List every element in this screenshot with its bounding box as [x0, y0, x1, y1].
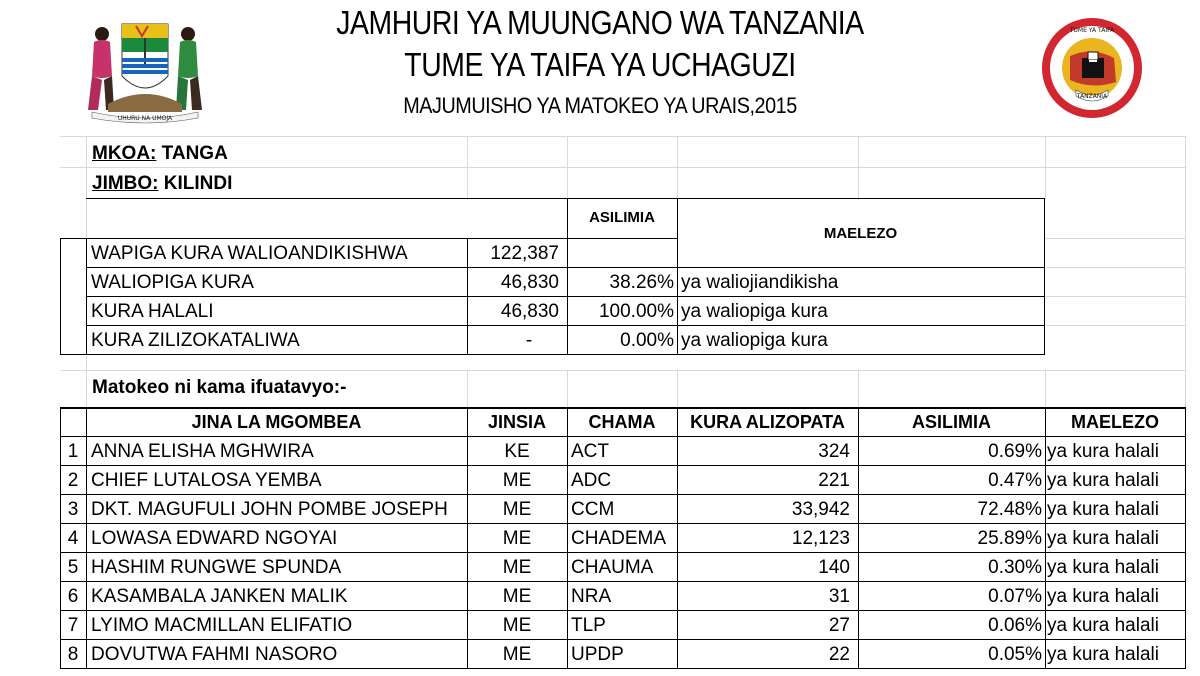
header-party: CHAMA: [588, 412, 656, 432]
candidate-name: LOWASA EDWARD NGOYAI: [91, 528, 338, 549]
summary-remarks: ya waliopiga kura: [681, 330, 828, 351]
summary-percent: 38.26%: [609, 272, 674, 293]
candidate-remarks: ya kura halali: [1047, 528, 1159, 549]
summary-label: KURA HALALI: [91, 301, 214, 322]
candidate-votes: 221: [818, 470, 850, 491]
candidate-remarks: ya kura halali: [1047, 470, 1159, 491]
summary-percent: 100.00%: [598, 301, 674, 322]
header-candidate-name: JINA LA MGOMBEA: [191, 412, 362, 432]
candidate-party: TLP: [571, 615, 606, 636]
candidate-party: ADC: [571, 470, 612, 491]
candidate-party: ACT: [571, 441, 609, 462]
candidate-party: CHADEMA: [571, 528, 667, 549]
row-number: 2: [67, 470, 79, 491]
candidate-remarks: ya kura halali: [1047, 499, 1159, 520]
svg-text:UHURU NA UMOJA: UHURU NA UMOJA: [118, 115, 173, 122]
header-gender: JINSIA: [487, 412, 547, 432]
candidate-percent: 0.30%: [988, 557, 1042, 578]
candidate-remarks: ya kura halali: [1047, 441, 1159, 462]
row-number: 8: [67, 644, 79, 665]
summary-remarks: ya waliopiga kura: [681, 301, 828, 322]
nec-seal-icon: TANZANIA TUME YA TAIFA: [1042, 18, 1142, 118]
candidate-gender: ME: [502, 644, 532, 665]
coat-of-arms-icon: UHURU NA UMOJA: [88, 23, 202, 124]
row-number: 3: [67, 499, 79, 520]
summary-label: KURA ZILIZOKATALIWA: [91, 330, 300, 351]
candidate-party: NRA: [571, 586, 612, 607]
region-value: TANGA: [161, 143, 228, 164]
candidate-party: UPDP: [571, 644, 624, 665]
summary-value: 46,830: [500, 272, 559, 293]
candidate-remarks: ya kura halali: [1047, 615, 1159, 636]
region-label: MKOA:: [92, 143, 157, 164]
candidate-gender: ME: [502, 528, 532, 549]
candidate-name: LYIMO MACMILLAN ELIFATIO: [91, 615, 353, 636]
candidate-name: CHIEF LUTALOSA YEMBA: [91, 470, 322, 491]
summary-percent: 0.00%: [620, 330, 674, 351]
candidate-name: DOVUTWA FAHMI NASORO: [91, 644, 338, 665]
candidate-remarks: ya kura halali: [1047, 644, 1159, 665]
header-subtitle: TUME YA TAIFA YA UCHAGUZI: [404, 46, 796, 83]
summary-remarks: ya waliojiandikisha: [681, 272, 839, 293]
candidate-party: CHAUMA: [571, 557, 654, 578]
candidate-gender: KE: [504, 441, 530, 462]
svg-text:TANZANIA: TANZANIA: [1076, 93, 1108, 100]
constituency-row: JIMBO: KILINDI: [92, 169, 232, 198]
candidate-votes: 27: [828, 615, 850, 636]
candidate-party: CCM: [571, 499, 615, 520]
candidate-percent: 0.05%: [988, 644, 1042, 665]
candidate-percent: 0.47%: [988, 470, 1042, 491]
svg-text:TUME YA TAIFA: TUME YA TAIFA: [1069, 27, 1115, 34]
candidate-gender: ME: [502, 586, 532, 607]
constituency-value: KILINDI: [163, 173, 233, 194]
candidate-percent: 0.07%: [988, 586, 1042, 607]
candidate-votes: 140: [818, 557, 850, 578]
summary-value: 122,387: [490, 243, 559, 264]
summary-label: WAPIGA KURA WALIOANDIKISHWA: [91, 243, 408, 264]
header-remarks: MAELEZO: [1071, 412, 1159, 432]
row-number: 1: [67, 441, 79, 462]
summary-remarks-header: MAELEZO: [823, 225, 898, 242]
candidate-percent: 72.48%: [977, 499, 1042, 520]
candidate-gender: ME: [502, 615, 532, 636]
candidate-votes: 324: [818, 441, 850, 462]
summary-percent-header: ASILIMIA: [589, 209, 655, 226]
candidate-gender: ME: [502, 470, 532, 491]
candidate-percent: 0.06%: [988, 615, 1042, 636]
candidate-votes: 33,942: [791, 499, 850, 520]
candidate-votes: 22: [828, 644, 850, 665]
header-summary-title: MAJUMUISHO YA MATOKEO YA URAIS,2015: [403, 93, 797, 118]
results-intro: Matokeo ni kama ifuatavyo:-: [92, 377, 347, 398]
region-row: MKOA: TANGA: [92, 139, 228, 168]
candidate-percent: 25.89%: [977, 528, 1042, 549]
candidate-votes: 12,123: [791, 528, 850, 549]
candidate-gender: ME: [502, 557, 532, 578]
header-percent: ASILIMIA: [912, 412, 991, 432]
candidate-votes: 31: [828, 586, 850, 607]
candidate-percent: 0.69%: [988, 441, 1042, 462]
candidate-remarks: ya kura halali: [1047, 586, 1159, 607]
row-number: 4: [67, 528, 79, 549]
summary-value: 46,830: [500, 301, 559, 322]
candidate-name: HASHIM RUNGWE SPUNDA: [91, 557, 342, 578]
summary-value: -: [525, 330, 533, 351]
candidate-gender: ME: [502, 499, 532, 520]
header-title: JAMHURI YA MUUNGANO WA TANZANIA: [336, 4, 864, 41]
candidate-remarks: ya kura halali: [1047, 557, 1159, 578]
candidate-name: ANNA ELISHA MGHWIRA: [91, 441, 314, 462]
row-number: 6: [67, 586, 79, 607]
row-number: 5: [67, 557, 79, 578]
candidate-name: KASAMBALA JANKEN MALIK: [91, 586, 348, 607]
summary-label: WALIOPIGA KURA: [91, 272, 254, 293]
constituency-label: JIMBO:: [92, 173, 159, 194]
header-votes: KURA ALIZOPATA: [690, 412, 845, 432]
row-number: 7: [67, 615, 79, 636]
summary-percent: [567, 239, 674, 268]
candidate-name: DKT. MAGUFULI JOHN POMBE JOSEPH: [91, 499, 448, 520]
